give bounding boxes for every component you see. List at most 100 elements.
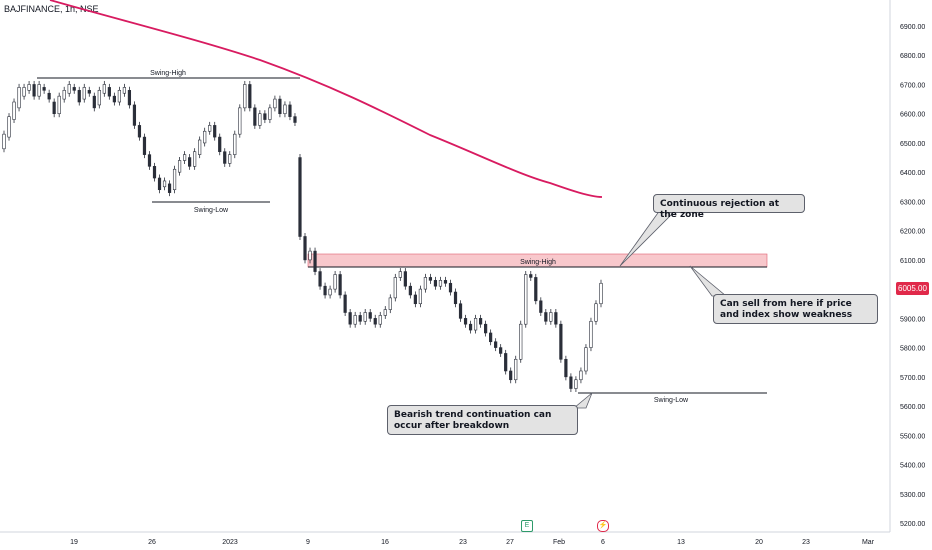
time-tick-label: 2023 <box>222 539 238 546</box>
candle-up <box>423 277 428 290</box>
candle-down <box>52 101 56 115</box>
candle-down <box>127 90 132 106</box>
candle-up <box>117 90 121 103</box>
candle-up <box>308 250 312 261</box>
candle-down <box>373 318 377 325</box>
candle-down <box>413 294 417 305</box>
candle-down <box>323 285 327 296</box>
sell-callout: Can sell from here if price and index sh… <box>713 294 878 324</box>
candle-down <box>42 87 46 91</box>
symbol-title: BAJFINANCE, 1h, NSE <box>4 4 99 14</box>
candle-down <box>443 280 448 284</box>
current-price-tag: 6005.00 <box>896 282 929 295</box>
candle-down <box>343 294 347 313</box>
candle-up <box>594 303 598 322</box>
dividend-event-icon[interactable]: ⚡ <box>597 520 609 532</box>
candle-up <box>162 180 167 188</box>
candle-up <box>67 84 71 94</box>
candle-down <box>453 291 458 305</box>
candle-down <box>478 318 483 325</box>
earnings-event-icon[interactable]: E <box>521 520 533 532</box>
candle-down <box>564 358 568 378</box>
left-swing-low-label: Swing-Low <box>194 207 229 214</box>
candle-down <box>132 104 137 126</box>
candle-down <box>499 347 503 354</box>
zone-swing-high-label: Swing-High <box>520 259 556 266</box>
price-tick-label: 5300.00 <box>900 492 925 499</box>
candle-up <box>172 168 177 191</box>
candle-up <box>418 288 422 305</box>
price-tick-label: 5200.00 <box>900 521 925 528</box>
candle-down <box>534 277 538 302</box>
candle-up <box>2 133 6 150</box>
candle-up <box>177 160 182 173</box>
candle-down <box>544 312 548 322</box>
candle-down <box>87 90 91 94</box>
candle-up <box>393 277 397 299</box>
candle-up <box>203 130 207 144</box>
candle-down <box>223 151 227 164</box>
time-tick-label: 26 <box>148 539 156 546</box>
candle-down <box>167 183 172 193</box>
time-tick-label: 20 <box>755 539 763 546</box>
candle-down <box>468 323 473 331</box>
candle-up <box>398 271 402 278</box>
price-tick-label: 5500.00 <box>900 433 925 440</box>
candle-down <box>408 285 412 296</box>
candle-down <box>213 125 217 138</box>
candle-down <box>77 90 81 103</box>
candle-down <box>433 280 438 287</box>
price-tick-label: 6600.00 <box>900 112 925 119</box>
time-tick-label: Mar <box>862 539 875 546</box>
candle-up <box>283 104 287 115</box>
candle-down <box>107 87 111 97</box>
candle-down <box>72 87 76 91</box>
candle-up <box>524 274 528 325</box>
time-tick-label: 13 <box>677 539 685 546</box>
candle-up <box>438 280 443 287</box>
candle-up <box>183 154 187 161</box>
candle-down <box>494 341 498 348</box>
candle-up <box>228 154 232 164</box>
candle-up <box>27 84 31 91</box>
candle-up <box>37 84 41 97</box>
candle-down <box>529 274 533 278</box>
candle-up <box>574 379 578 389</box>
candle-up <box>122 87 127 94</box>
price-tick-label: 6300.00 <box>900 199 925 206</box>
price-tick-label: 6100.00 <box>900 258 925 265</box>
candle-down <box>218 136 222 153</box>
top-swing-high-label: Swing-High <box>150 70 186 77</box>
candle-down <box>318 271 322 287</box>
candle-down <box>358 315 362 322</box>
candle-up <box>273 98 277 109</box>
candle-up <box>473 318 478 331</box>
candle-down <box>293 116 297 123</box>
price-tick-label: 5600.00 <box>900 404 925 411</box>
candle-up <box>208 125 212 132</box>
price-tick-label: 6500.00 <box>900 141 925 148</box>
candle-up <box>193 151 197 167</box>
price-tick-label: 5400.00 <box>900 463 925 470</box>
bearish-pointer <box>572 392 593 409</box>
candle-down <box>188 157 192 167</box>
candle-down <box>484 323 488 334</box>
time-tick-label: 6 <box>601 539 605 546</box>
price-tick-label: 5700.00 <box>900 375 925 382</box>
candle-down <box>489 332 493 343</box>
candle-up <box>7 116 11 138</box>
candles <box>2 80 603 393</box>
candle-down <box>157 177 162 191</box>
candle-down <box>263 113 267 120</box>
time-tick-label: 23 <box>802 539 810 546</box>
candle-down <box>288 104 292 117</box>
candle-down <box>554 312 558 325</box>
candle-up <box>599 282 603 305</box>
price-tick-label: 6700.00 <box>900 82 925 89</box>
time-tick-label: 9 <box>306 539 310 546</box>
candle-up <box>57 95 61 115</box>
price-axis: 6900.00 6800.00 6700.00 6600.00 6500.00 6400.… <box>889 0 925 532</box>
candle-down <box>278 98 282 115</box>
candle-up <box>17 87 21 109</box>
